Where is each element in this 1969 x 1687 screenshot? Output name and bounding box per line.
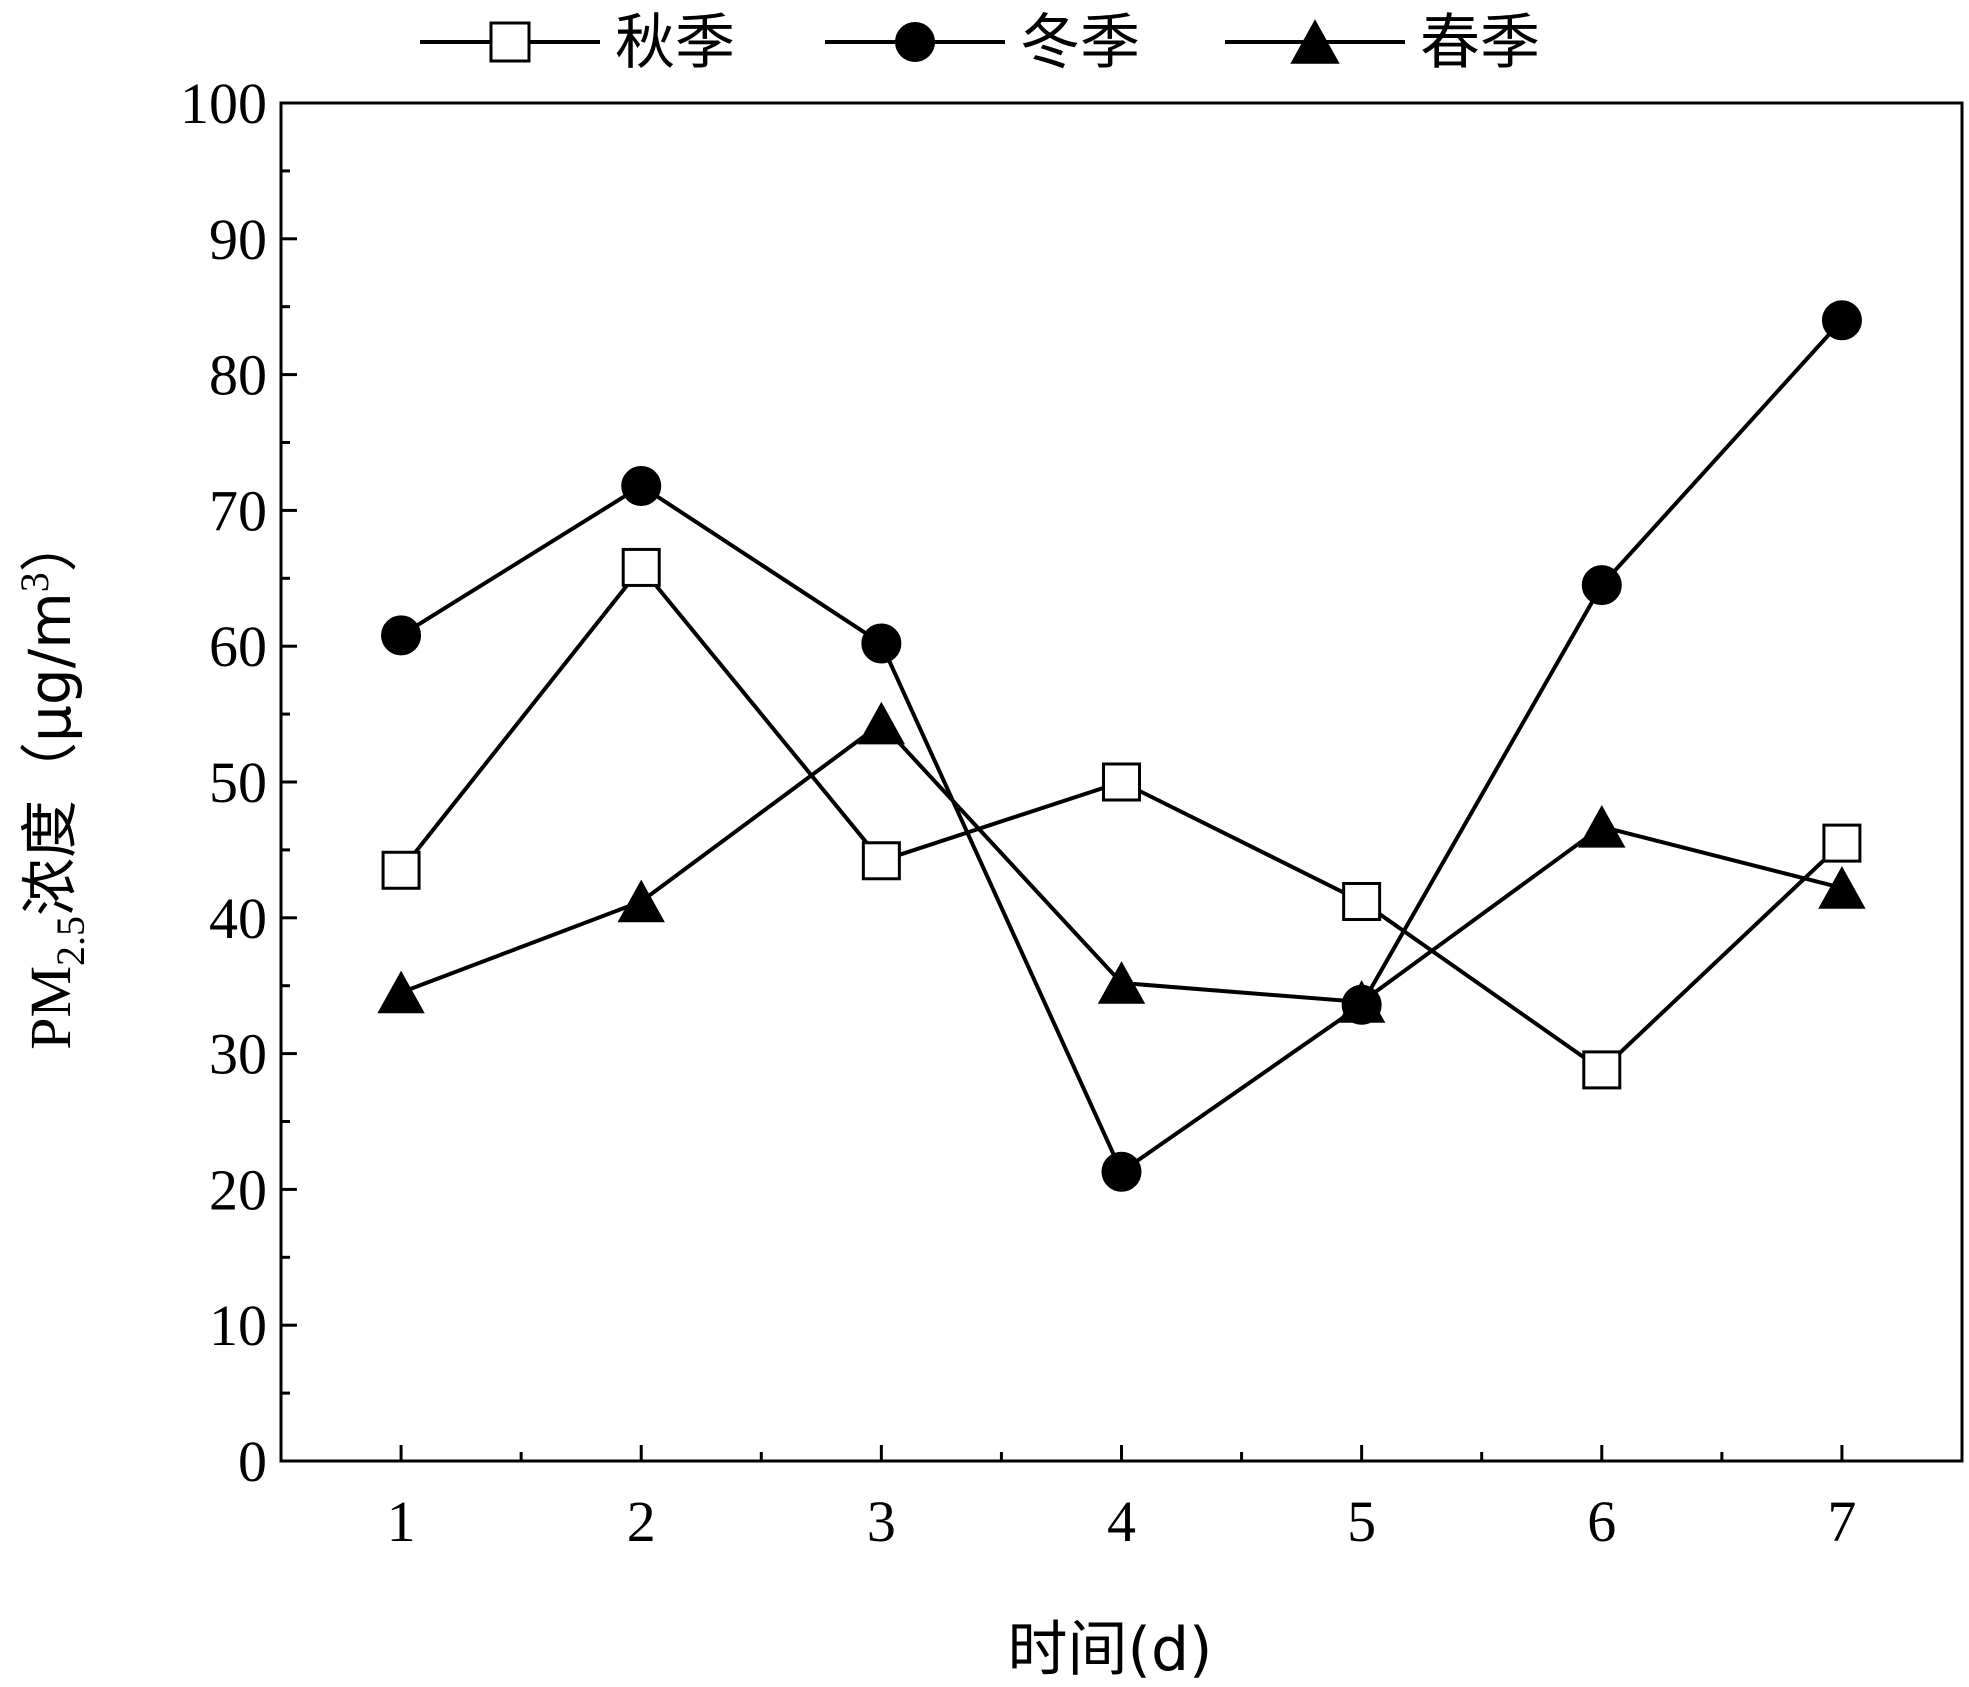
y-axis-label-suffix: ） bbox=[16, 514, 84, 572]
legend-label: 冬季 bbox=[1020, 8, 1140, 78]
series-3-point bbox=[617, 879, 665, 923]
x-tick-label: 4 bbox=[1107, 1489, 1136, 1554]
x-tick-label: 5 bbox=[1347, 1489, 1376, 1554]
series-1-point bbox=[861, 841, 901, 881]
y-axis: 0 10 20 30 40 50 60 70 80 90 100 bbox=[180, 71, 297, 1494]
series-2-point bbox=[1101, 1151, 1142, 1192]
series-line-2 bbox=[400, 318, 1844, 1175]
series-1-point bbox=[1102, 762, 1141, 802]
x-tick-label: 6 bbox=[1587, 1489, 1616, 1554]
x-axis-label: 时间(d) bbox=[1008, 1615, 1213, 1685]
y-axis-label: PM2.5浓度（μg/m3） bbox=[12, 514, 93, 1050]
y-tick-label: 90 bbox=[209, 207, 267, 272]
legend-label: 春季 bbox=[1420, 8, 1540, 78]
y-tick-label: 20 bbox=[209, 1157, 267, 1222]
series-3-point bbox=[1578, 804, 1626, 848]
series-layer bbox=[377, 300, 1866, 1192]
x-tick-label: 1 bbox=[387, 1489, 416, 1554]
y-tick-label: 100 bbox=[180, 71, 267, 136]
series-1-point bbox=[381, 850, 421, 890]
y-tick-label: 80 bbox=[209, 343, 267, 408]
series-3-point bbox=[1337, 980, 1386, 1023]
x-tick-label: 3 bbox=[867, 1489, 896, 1554]
legend-marker-1 bbox=[489, 21, 531, 63]
plot-frame bbox=[279, 101, 1964, 1463]
y-tick-label: 40 bbox=[209, 886, 267, 951]
x-axis: 1 2 3 4 5 6 7 bbox=[387, 1445, 1856, 1554]
y-axis-label-prefix: PM bbox=[18, 966, 83, 1050]
series-2-point bbox=[621, 465, 662, 506]
series-3-point bbox=[857, 701, 906, 745]
y-tick-label: 50 bbox=[209, 750, 267, 815]
series-2-point bbox=[381, 615, 422, 656]
series-3-point bbox=[377, 970, 425, 1014]
series-1-point bbox=[1822, 823, 1862, 863]
y-tick-label: 70 bbox=[209, 478, 267, 543]
x-tick-label: 2 bbox=[627, 1489, 656, 1554]
series-2-point bbox=[861, 623, 902, 664]
series-2-point bbox=[1821, 300, 1862, 341]
legend-marker-3 bbox=[1290, 19, 1340, 64]
legend-marker-2 bbox=[895, 22, 935, 62]
x-tick-label: 7 bbox=[1827, 1489, 1856, 1554]
y-axis-label-superscript: 3 bbox=[12, 572, 57, 592]
legend-label: 秋季 bbox=[615, 8, 735, 78]
y-tick-label: 10 bbox=[209, 1293, 267, 1358]
series-2-point bbox=[1581, 565, 1622, 606]
series-1-point bbox=[621, 547, 661, 587]
series-1-point bbox=[1342, 882, 1382, 922]
series-3-point bbox=[1097, 961, 1146, 1004]
y-tick-label: 30 bbox=[209, 1022, 267, 1087]
y-axis-label-middle: 浓度（μg/m bbox=[16, 592, 84, 916]
y-tick-label: 0 bbox=[238, 1429, 267, 1494]
legend: 秋季 冬季 春季 bbox=[420, 8, 1540, 78]
series-3-point bbox=[1818, 866, 1866, 909]
y-tick-label: 60 bbox=[209, 614, 267, 679]
series-1-point bbox=[1582, 1050, 1622, 1090]
y-axis-label-subscript: 2.5 bbox=[48, 916, 93, 966]
